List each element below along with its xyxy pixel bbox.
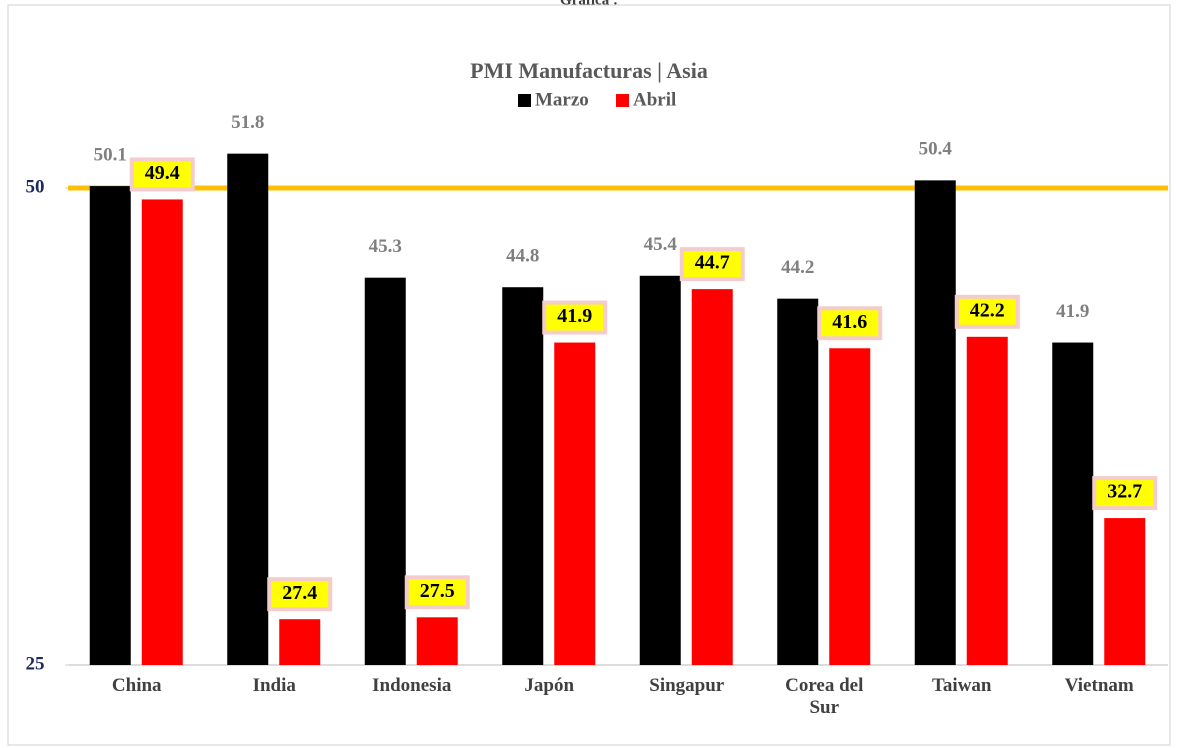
bar — [141, 199, 183, 665]
bar — [691, 289, 733, 665]
value-label: 32.7 — [1107, 481, 1142, 503]
bar — [829, 348, 871, 665]
value-label-box — [129, 157, 195, 192]
bar — [227, 153, 269, 665]
value-label: 41.6 — [832, 311, 867, 333]
value-label: 50.4 — [919, 139, 953, 160]
value-label: 51.8 — [231, 112, 264, 133]
bar — [416, 617, 458, 665]
bar — [966, 336, 1008, 665]
value-label-box — [542, 300, 608, 335]
bar — [1104, 518, 1146, 665]
value-label: 44.8 — [506, 246, 539, 267]
value-label: 50.1 — [94, 144, 127, 165]
x-tick-label: Corea del Sur — [785, 675, 864, 718]
legend-label: Marzo — [535, 89, 589, 110]
legend-label: Abril — [633, 89, 676, 110]
bar — [1052, 342, 1094, 665]
x-tick-label: Vietnam — [1064, 675, 1134, 696]
value-label-box — [267, 577, 333, 612]
chart-caption: Gráfica : — [560, 0, 618, 8]
value-label: 41.9 — [557, 305, 592, 327]
value-label-box — [679, 247, 745, 282]
value-label-box — [817, 306, 883, 341]
bar — [777, 298, 819, 665]
value-label: 27.4 — [282, 582, 317, 604]
value-label-box — [954, 294, 1020, 329]
x-tick-label: Indonesia — [372, 675, 452, 696]
value-label: 44.7 — [695, 252, 730, 274]
y-tick-label: 25 — [26, 653, 45, 674]
y-tick-label: 50 — [26, 176, 45, 197]
value-label-box — [1092, 476, 1158, 511]
value-label: 44.2 — [781, 257, 814, 278]
legend-swatch — [518, 94, 531, 107]
value-label: 42.2 — [970, 299, 1005, 321]
value-label-box — [404, 575, 470, 610]
value-label: 41.9 — [1056, 301, 1089, 322]
value-label: 27.5 — [420, 580, 455, 602]
value-label: 49.4 — [145, 162, 180, 184]
value-label: 45.3 — [369, 236, 402, 257]
bar — [502, 287, 544, 665]
x-tick-label: Singapur — [649, 675, 725, 696]
x-tick-label: India — [252, 675, 296, 696]
x-tick-label: China — [111, 675, 162, 696]
bar — [554, 342, 596, 665]
chart-title: PMI Manufacturas | Asia — [470, 58, 708, 83]
bar — [639, 275, 681, 665]
x-tick-label: Japón — [524, 675, 575, 696]
bar — [914, 180, 956, 666]
x-tick-label: Taiwan — [932, 675, 992, 696]
legend-swatch — [616, 94, 629, 107]
value-label: 45.4 — [644, 234, 678, 255]
bar — [364, 277, 406, 665]
bar — [279, 619, 321, 665]
bar — [89, 186, 131, 666]
